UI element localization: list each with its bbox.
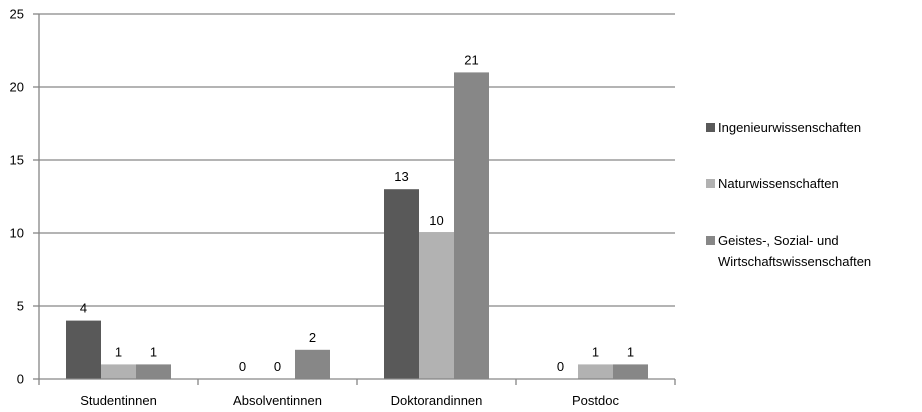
bar	[295, 349, 330, 379]
x-tick-label: Doktorandinnen	[391, 393, 483, 408]
x-tick-label: Studentinnen	[80, 393, 157, 408]
legend-label: Ingenieurwissenschaften	[718, 120, 861, 135]
x-axis: Studentinnen Absolventinnen Doktorandinnen…	[38, 378, 676, 408]
y-tick-label: 20	[10, 80, 24, 95]
y-axis: 0 5 10 15 20 25	[10, 7, 40, 387]
bar	[66, 320, 101, 379]
y-tick-label: 10	[10, 226, 24, 241]
bars	[66, 72, 648, 380]
data-label: 1	[115, 344, 122, 359]
bar	[613, 364, 648, 379]
bar	[419, 233, 454, 379]
data-label: 1	[627, 344, 634, 359]
bar	[454, 72, 489, 380]
bar	[136, 364, 171, 379]
y-tick-label: 5	[17, 299, 24, 314]
data-label: 21	[464, 52, 478, 67]
bar	[101, 364, 136, 379]
legend-label: Geistes-, Sozial- und	[718, 233, 839, 248]
data-label: 1	[592, 344, 599, 359]
x-tick-label: Postdoc	[572, 393, 619, 408]
y-tick-label: 25	[10, 7, 24, 22]
data-label: 0	[557, 359, 564, 374]
legend-swatch	[706, 236, 715, 245]
y-tick-label: 15	[10, 153, 24, 168]
data-label: 10	[429, 213, 443, 228]
x-tick-label: Absolventinnen	[233, 393, 322, 408]
legend-label: Naturwissenschaften	[718, 176, 839, 191]
legend-swatch	[706, 179, 715, 188]
data-label: 1	[150, 344, 157, 359]
data-label: 4	[80, 301, 87, 316]
data-label: 0	[239, 359, 246, 374]
gridlines	[39, 13, 675, 307]
y-tick-label: 0	[17, 372, 24, 387]
legend: Ingenieurwissenschaften Naturwissenschaft…	[706, 120, 871, 269]
data-label: 13	[394, 169, 408, 184]
bar	[384, 189, 419, 379]
legend-swatch	[706, 123, 715, 132]
bar	[578, 364, 613, 379]
data-label: 0	[274, 359, 281, 374]
data-label: 2	[309, 330, 316, 345]
legend-label: Wirtschaftswissenschaften	[718, 254, 871, 269]
